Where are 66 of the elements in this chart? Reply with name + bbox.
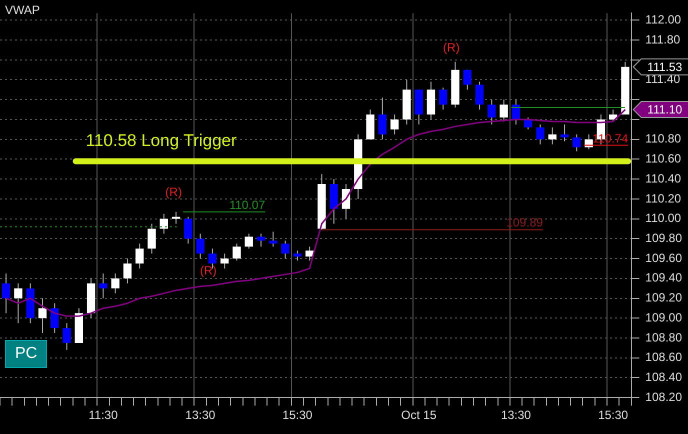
candlestick <box>256 233 266 248</box>
y-tick-label: 110.20 <box>645 191 682 206</box>
candlestick <box>488 99 496 125</box>
candlestick <box>378 97 387 140</box>
y-tick-label: 109.40 <box>645 270 682 285</box>
candlestick <box>390 114 399 135</box>
candlestick <box>548 126 556 145</box>
data-label: 111.10 <box>647 102 683 117</box>
chart-title: VWAP <box>5 3 40 17</box>
y-tick-label: 109.60 <box>645 250 682 265</box>
candlestick <box>536 124 544 145</box>
candlestick <box>475 81 484 110</box>
y-tick-label: 110.00 <box>645 211 682 226</box>
y-tick-label: 109.80 <box>645 230 682 245</box>
annotation: PC <box>5 340 48 368</box>
candlestick <box>232 243 241 262</box>
candlestick <box>269 231 278 248</box>
candlestick <box>62 322 71 350</box>
candlestick <box>572 134 581 152</box>
y-tick-label: 108.40 <box>645 370 682 384</box>
y-tick-label: 111.40 <box>645 72 681 86</box>
candlestick <box>560 124 569 142</box>
x-tick-label: 15:30 <box>282 408 313 422</box>
candlestick <box>500 99 508 122</box>
candlestick <box>293 250 302 262</box>
candlestick <box>99 272 108 299</box>
candlestick <box>184 216 192 244</box>
candlestick <box>281 240 290 260</box>
candlestick <box>148 223 156 254</box>
x-tick-label: 11:30 <box>88 408 118 422</box>
candlestick <box>50 302 59 334</box>
x-tick-label: 15:30 <box>598 408 628 422</box>
candlestick <box>439 87 448 110</box>
y-tick-label: 108.60 <box>645 350 682 364</box>
candlestick <box>524 116 532 130</box>
x-tick-label: 13:30 <box>500 408 532 422</box>
candlestick <box>305 246 314 262</box>
candlestick <box>608 109 618 122</box>
candlestick <box>244 233 253 250</box>
candlestick <box>220 253 229 269</box>
text: 111.53 <box>647 60 682 74</box>
annotation: (R) <box>165 184 182 199</box>
y-tick-label: 108.80 <box>645 330 682 344</box>
candlestick <box>463 69 472 90</box>
candlestick <box>111 272 120 294</box>
x-tick-label: 13:30 <box>185 408 216 422</box>
annotation: (R) <box>200 264 217 278</box>
y-tick-label: 110.80 <box>645 132 682 146</box>
y-tick-label: 109.20 <box>645 290 682 305</box>
y-tick-label: 108.20 <box>645 390 682 404</box>
candlestick <box>172 211 180 224</box>
x-tick-label: Oct 15 <box>401 408 437 422</box>
candlestick <box>196 233 204 260</box>
y-tick-label: 110.60 <box>645 152 682 166</box>
ref-line-label: 110.07 <box>229 198 266 212</box>
y-tick-label: 109.00 <box>645 310 682 324</box>
y-tick-label: 110.40 <box>645 171 682 186</box>
candlestick <box>14 282 22 324</box>
candlestick <box>2 272 10 314</box>
y-tick-label: 111.80 <box>645 32 681 46</box>
candlestick <box>38 298 47 334</box>
ref-line-label: 110.58 Long Trigger <box>86 131 238 150</box>
candlestick <box>136 243 144 269</box>
candlestick <box>123 258 132 284</box>
annotation: (R) <box>443 40 460 55</box>
y-tick-label: 112.00 <box>645 12 682 26</box>
